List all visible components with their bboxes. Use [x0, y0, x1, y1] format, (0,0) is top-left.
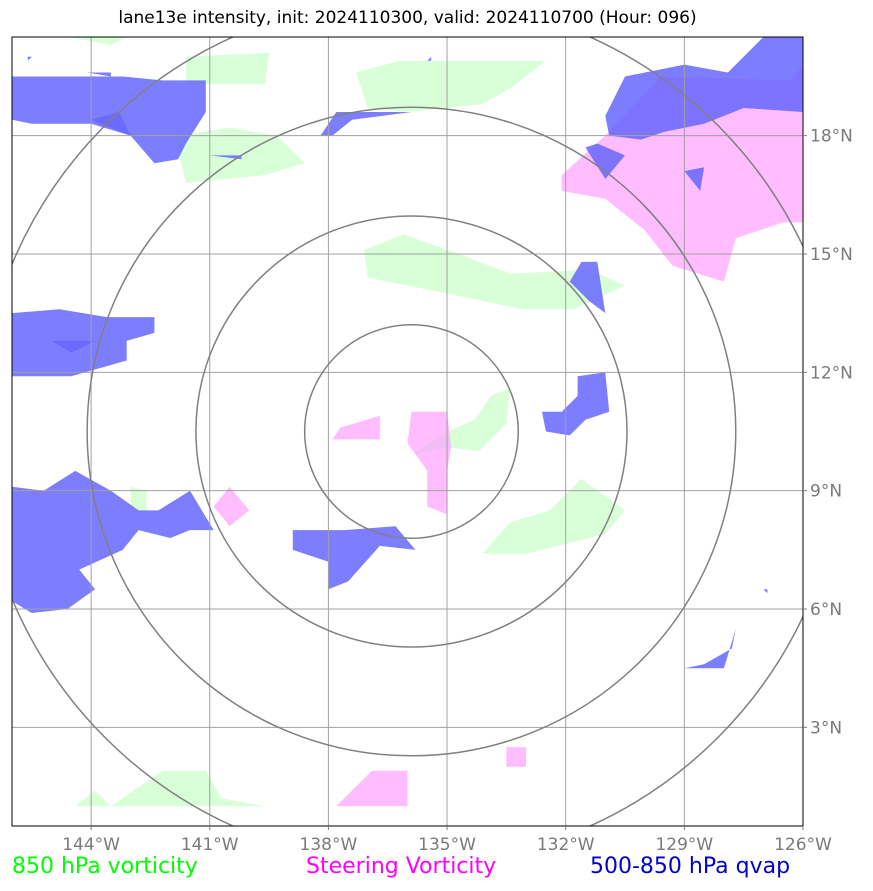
- field-patch: [684, 628, 736, 669]
- field-patch: [87, 72, 111, 77]
- y-tick-label: 12°N: [810, 363, 853, 383]
- field-patch: [407, 411, 451, 515]
- layer-500-850-hpa-qvap: [12, 37, 803, 669]
- field-patch: [213, 486, 250, 527]
- range-ring: [303, 323, 519, 540]
- y-tick-label: 15°N: [810, 245, 853, 265]
- x-tick-label: 138°W: [300, 835, 358, 855]
- field-patch: [763, 589, 768, 594]
- x-tick-label: 135°W: [418, 835, 476, 855]
- y-tick-label: 6°N: [810, 600, 842, 620]
- field-patch: [186, 52, 270, 85]
- layer-850-hpa-vorticity: [67, 37, 625, 807]
- field-patch: [336, 770, 408, 807]
- field-patch: [411, 388, 511, 456]
- x-tick-label: 129°W: [655, 835, 713, 855]
- field-patch: [364, 234, 625, 310]
- y-tick-label: 18°N: [810, 127, 853, 147]
- range-ring: [86, 106, 737, 757]
- field-patch: [130, 486, 147, 515]
- field-patch: [292, 526, 416, 590]
- field-patch: [356, 60, 546, 112]
- axis-ticks: 144°W 141°W 138°W 135°W 132°W 129°W 126°W 3°N 6°…: [62, 127, 853, 855]
- legend-steering-vorticity: Steering Vorticity: [306, 854, 497, 879]
- chart-title: lane13e intensity, init: 2024110300, val…: [118, 8, 697, 28]
- x-tick-label: 141°W: [181, 835, 239, 855]
- field-patch: [67, 37, 127, 45]
- range-rings: [12, 37, 803, 826]
- x-tick-label: 144°W: [62, 835, 120, 855]
- plot-frame: [11, 36, 804, 827]
- field-patch: [110, 770, 266, 807]
- field-patch: [75, 790, 111, 807]
- field-patch: [332, 415, 380, 440]
- x-tick-label: 126°W: [774, 835, 832, 855]
- field-patch: [91, 112, 131, 136]
- field-patch: [265, 112, 412, 136]
- range-ring: [195, 215, 628, 648]
- field-patch: [51, 340, 96, 353]
- legend-850-vorticity: 850 hPa vorticity: [12, 854, 198, 879]
- field-patch: [174, 127, 305, 183]
- field-patch: [585, 143, 625, 179]
- field-patch: [684, 167, 705, 191]
- gridlines: [12, 37, 804, 826]
- field-patch: [569, 261, 606, 314]
- legend-qvap: 500-850 hPa qvap: [590, 854, 791, 879]
- field-patch: [466, 747, 527, 767]
- layer-steering-vorticity: [213, 64, 803, 807]
- field-patch: [209, 155, 242, 160]
- field-patch: [12, 470, 230, 613]
- y-tick-label: 9°N: [810, 482, 842, 502]
- field-patch: [605, 37, 803, 140]
- field-layers: [12, 37, 803, 807]
- y-tick-label: 3°N: [810, 718, 842, 738]
- field-patch: [542, 372, 610, 436]
- field-patch: [482, 478, 625, 554]
- field-patch: [427, 56, 432, 61]
- field-patch: [27, 56, 32, 61]
- x-tick-label: 132°W: [537, 835, 595, 855]
